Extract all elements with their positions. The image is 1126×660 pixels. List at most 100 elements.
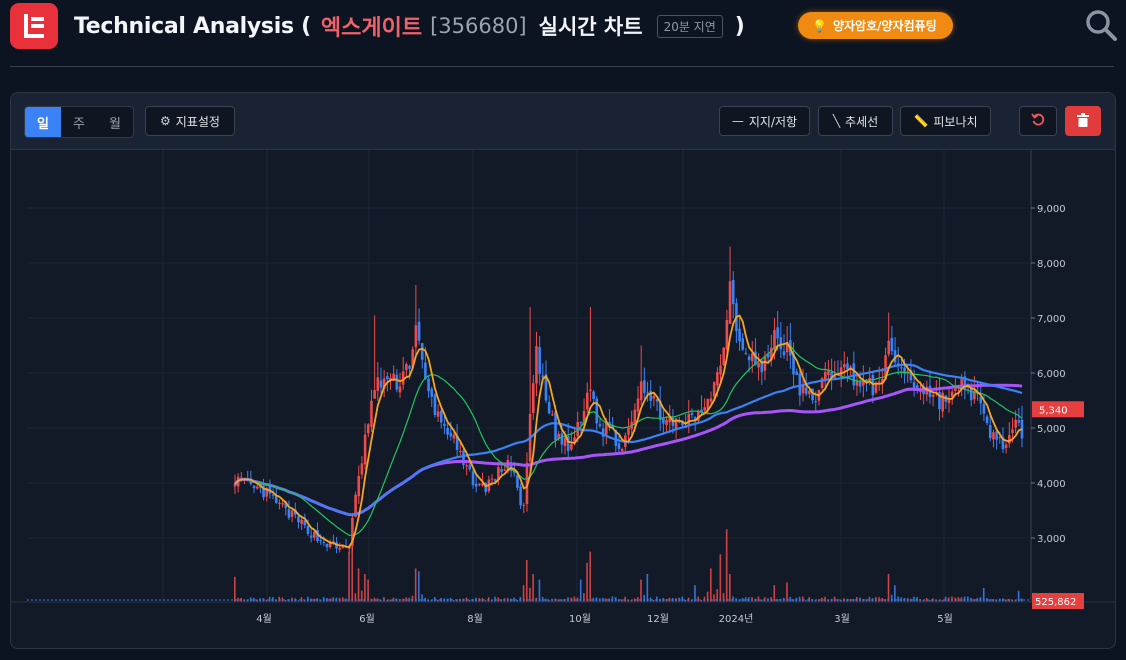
candle-body <box>995 431 998 440</box>
candle-body <box>697 411 700 421</box>
candle-body <box>535 346 538 384</box>
candle-body <box>503 469 507 471</box>
candle-body <box>887 340 891 355</box>
candle-body <box>719 365 722 375</box>
indicator-settings-button[interactable]: ⚙ 지표설정 <box>145 106 235 136</box>
candle-body <box>823 371 827 382</box>
volume-bar <box>960 597 963 602</box>
volume-bar <box>706 591 709 602</box>
volume-bar <box>1014 599 1017 602</box>
chart-panel: 일 주 월 ⚙ 지표설정 — 지지/저항 ╲ 추세선 📏 피보나치 <box>10 92 1116 649</box>
volume-bar <box>760 599 763 602</box>
candle-body <box>912 382 916 388</box>
volume-bar <box>586 562 588 602</box>
volume-bar <box>500 599 503 602</box>
support-resistance-button[interactable]: — 지지/저항 <box>719 106 810 136</box>
candle-body <box>300 519 303 524</box>
volume-bar <box>725 529 728 602</box>
volume-bar <box>243 599 246 602</box>
volume-bar <box>897 596 899 602</box>
candle-body <box>255 486 259 489</box>
tab-monthly[interactable]: 월 <box>109 116 121 132</box>
candle-body <box>370 400 373 427</box>
candle-body <box>249 480 253 485</box>
candle-body <box>297 516 300 523</box>
volume-bar <box>798 596 801 602</box>
candle-body <box>757 363 760 368</box>
candle-body <box>627 427 630 435</box>
volume-bar <box>525 560 528 602</box>
volume-bar <box>465 597 468 602</box>
candle-body <box>341 546 345 548</box>
candle-body <box>265 487 269 497</box>
volume-bar <box>557 599 560 602</box>
candle-body <box>443 423 446 426</box>
candle-body <box>309 535 313 538</box>
volume-bar <box>253 597 255 602</box>
candle-body <box>915 385 919 390</box>
price-chart[interactable]: 9,000 8,000 7,000 6,000 5,000 4,000 3,000 4월 6월… <box>11 150 1115 648</box>
volume-bar <box>738 599 741 602</box>
volume-bar <box>986 598 988 602</box>
volume-bar <box>713 594 715 602</box>
candle-body <box>763 356 767 371</box>
volume-bar <box>405 597 407 602</box>
app-logo-icon[interactable] <box>10 3 58 49</box>
y-tick-label: 8,000 <box>1037 259 1066 270</box>
search-icon[interactable] <box>1084 8 1118 42</box>
candle-body <box>319 540 322 542</box>
volume-bar <box>306 596 309 602</box>
volume-bar <box>922 600 925 602</box>
candle-body <box>551 414 554 416</box>
volume-bar <box>602 597 604 602</box>
volume-bar <box>894 585 896 602</box>
tab-daily[interactable]: 일 <box>25 107 61 137</box>
candle-body <box>785 342 789 353</box>
candle-body <box>617 443 621 449</box>
candle-body <box>328 541 332 548</box>
candle-body <box>674 418 678 429</box>
candle-body <box>963 376 967 389</box>
candle-body <box>842 364 846 368</box>
volume-bar <box>611 596 614 602</box>
volume-bar <box>1011 600 1014 602</box>
gear-icon: ⚙ <box>160 114 171 128</box>
candle-body <box>1008 435 1011 444</box>
candle-body <box>712 382 716 397</box>
volume-bar <box>817 599 820 602</box>
tab-weekly[interactable]: 주 <box>73 116 85 132</box>
candle-body <box>830 372 833 378</box>
volume-bar <box>529 587 531 602</box>
volume-bar <box>890 594 893 602</box>
timeframe-selector: 일 주 월 <box>24 106 134 138</box>
volume-bar <box>944 596 947 602</box>
candle-body <box>420 343 424 360</box>
ma5-line <box>234 314 1023 549</box>
fibonacci-button[interactable]: 📏 피보나치 <box>900 106 991 136</box>
volume-bar <box>630 599 633 602</box>
candle-body <box>811 388 814 401</box>
candle-body <box>379 380 383 388</box>
volume-bar <box>430 600 433 602</box>
candle-body <box>649 390 653 401</box>
candle-body <box>373 390 376 399</box>
candle-body <box>557 433 560 440</box>
trendline-button[interactable]: ╲ 추세선 <box>818 106 893 136</box>
candle-body <box>827 369 830 376</box>
candle-body <box>665 419 668 426</box>
volume-bar <box>484 600 487 602</box>
candle-body <box>516 474 519 488</box>
candle-body <box>522 504 526 507</box>
candle-body <box>338 547 342 550</box>
candle-body <box>747 356 751 361</box>
candle-body <box>893 350 897 363</box>
candle-body <box>386 376 389 379</box>
candle-body <box>459 450 462 452</box>
volume-bar <box>332 597 334 602</box>
theme-tag-button[interactable]: 💡 양자암호/양자컴퓨팅 <box>798 12 953 39</box>
volume-bar <box>646 574 649 602</box>
volume-bar <box>440 597 442 602</box>
delete-drawings-button[interactable] <box>1065 106 1101 136</box>
candle-body <box>303 520 307 526</box>
reset-button[interactable] <box>1019 106 1057 136</box>
